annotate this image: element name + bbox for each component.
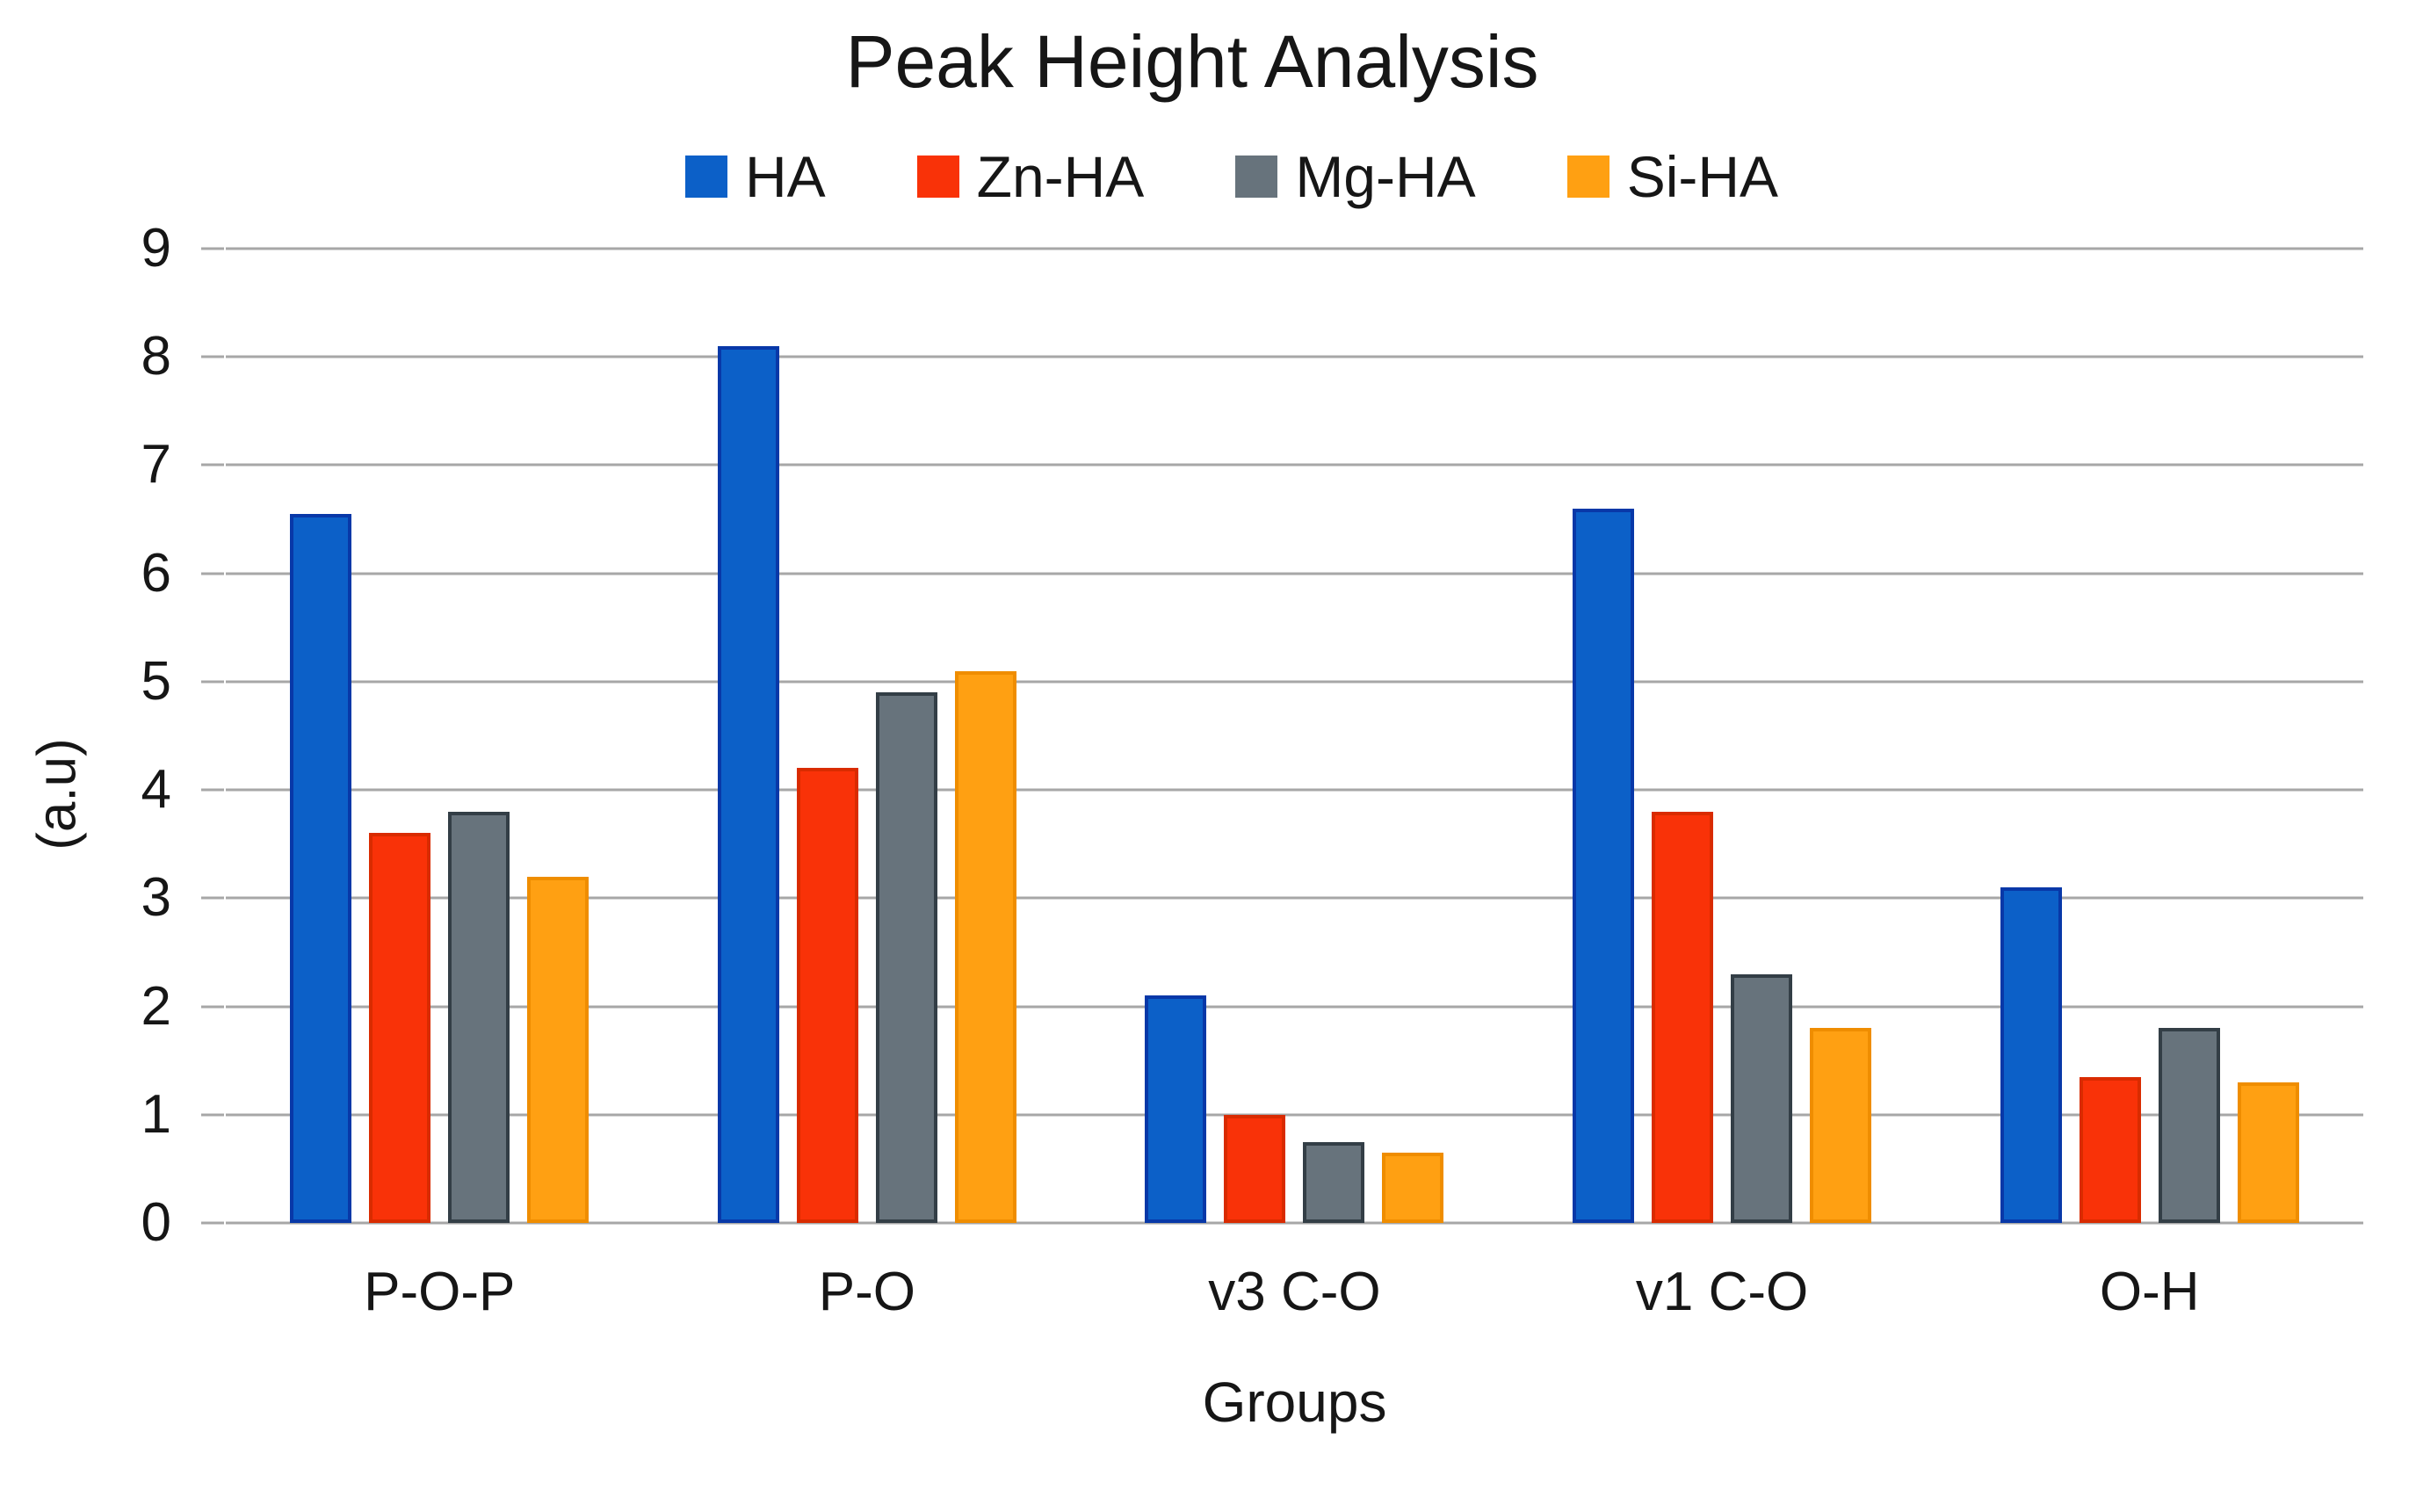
y-tick-label-0: 0 <box>141 1192 171 1253</box>
y-tick-mark-4 <box>201 788 224 792</box>
y-tick-label-6: 6 <box>141 542 171 604</box>
bar-Mg-HA-O-H <box>2158 1028 2220 1223</box>
gridline-y-4 <box>226 788 2363 792</box>
legend-swatch-icon <box>684 156 727 198</box>
y-tick-mark-0 <box>201 1221 224 1225</box>
chart-title: Peak Height Analysis <box>845 20 1539 103</box>
gridline-y-6 <box>226 572 2363 575</box>
y-tick-label-2: 2 <box>141 975 171 1037</box>
bar-group-P-O-P <box>226 249 654 1223</box>
legend-label: Si-HA <box>1626 144 1779 209</box>
bar-Mg-HA-P-O-P <box>448 811 510 1223</box>
bar-Mg-HA-v3 C-O <box>1303 1141 1365 1223</box>
bar-HA-P-O-P <box>290 513 352 1223</box>
legend-swatch-icon <box>1566 156 1609 198</box>
y-tick-mark-5 <box>201 680 224 684</box>
x-category-label-O-H: O-H <box>2099 1262 2200 1322</box>
bar-Si-HA-P-O <box>954 670 1016 1223</box>
bar-HA-v1 C-O <box>1573 508 1635 1223</box>
bar-Si-HA-P-O-P <box>527 876 590 1223</box>
legend-label: Zn-HA <box>976 144 1145 209</box>
gridline-y-1 <box>226 1113 2363 1117</box>
bar-HA-v3 C-O <box>1145 995 1207 1223</box>
legend-swatch-icon <box>1235 156 1278 198</box>
gridline-y-9 <box>226 247 2363 250</box>
bar-group-O-H <box>1935 249 2363 1223</box>
bar-Zn-HA-v3 C-O <box>1224 1114 1286 1223</box>
legend-label: HA <box>744 144 826 209</box>
bar-Si-HA-v1 C-O <box>1810 1028 1872 1223</box>
y-tick-label-9: 9 <box>141 218 171 279</box>
gridline-y-3 <box>226 896 2363 900</box>
bar-Zn-HA-P-O <box>796 768 858 1223</box>
bar-Zn-HA-P-O-P <box>369 833 431 1223</box>
bar-group-P-O <box>654 249 1081 1223</box>
y-tick-mark-2 <box>201 1005 224 1009</box>
y-tick-mark-8 <box>201 355 224 358</box>
legend-item-Si-HA: Si-HA <box>1566 144 1779 209</box>
bar-HA-P-O <box>717 345 779 1223</box>
gridline-y-0 <box>226 1221 2363 1225</box>
x-axis-title: Groups <box>1202 1371 1387 1434</box>
y-tick-mark-7 <box>201 463 224 467</box>
y-tick-mark-6 <box>201 572 224 575</box>
bar-Mg-HA-P-O <box>875 692 937 1223</box>
y-tick-label-5: 5 <box>141 650 171 712</box>
y-tick-mark-9 <box>201 247 224 250</box>
y-tick-label-1: 1 <box>141 1083 171 1145</box>
legend-item-Mg-HA: Mg-HA <box>1235 144 1476 209</box>
bar-group-v3 C-O <box>1081 249 1508 1223</box>
legend-item-Zn-HA: Zn-HA <box>916 144 1145 209</box>
y-tick-label-4: 4 <box>141 759 171 821</box>
legend-swatch-icon <box>916 156 959 198</box>
bar-Mg-HA-v1 C-O <box>1731 973 1793 1223</box>
y-tick-mark-3 <box>201 896 224 900</box>
y-axis-title: (a.u) <box>26 738 88 850</box>
x-axis-category-labels: P-O-P P-O v3 C-O v1 C-O O-H <box>226 1265 2363 1320</box>
bar-Zn-HA-O-H <box>2079 1076 2141 1223</box>
bars-layer <box>226 249 2363 1223</box>
y-tick-mark-1 <box>201 1113 224 1117</box>
gridline-y-7 <box>226 463 2363 467</box>
bar-Zn-HA-v1 C-O <box>1652 811 1714 1223</box>
y-tick-label-8: 8 <box>141 326 171 387</box>
gridline-y-2 <box>226 1005 2363 1009</box>
x-category-label-v1 C-O: v1 C-O <box>1635 1262 1809 1322</box>
bar-Si-HA-O-H <box>2237 1082 2299 1223</box>
bar-HA-O-H <box>2000 887 2062 1223</box>
legend: HA Zn-HA Mg-HA Si-HA <box>226 148 2238 206</box>
x-category-label-v3 C-O: v3 C-O <box>1208 1262 1381 1322</box>
y-tick-label-3: 3 <box>141 867 171 929</box>
x-category-label-P-O: P-O <box>818 1262 915 1322</box>
y-tick-label-7: 7 <box>141 434 171 496</box>
x-category-label-P-O-P: P-O-P <box>364 1262 516 1322</box>
bar-Si-HA-v3 C-O <box>1382 1152 1444 1223</box>
legend-item-HA: HA <box>684 144 826 209</box>
plot-area: (a.u) 9 8 7 6 5 4 3 2 1 0 P-O-P P-O v3 C-O v1 C-O O-H… <box>27 221 2363 1430</box>
gridline-y-8 <box>226 355 2363 358</box>
gridline-y-5 <box>226 680 2363 684</box>
legend-label: Mg-HA <box>1295 144 1476 209</box>
bar-group-v1 C-O <box>1508 249 1936 1223</box>
